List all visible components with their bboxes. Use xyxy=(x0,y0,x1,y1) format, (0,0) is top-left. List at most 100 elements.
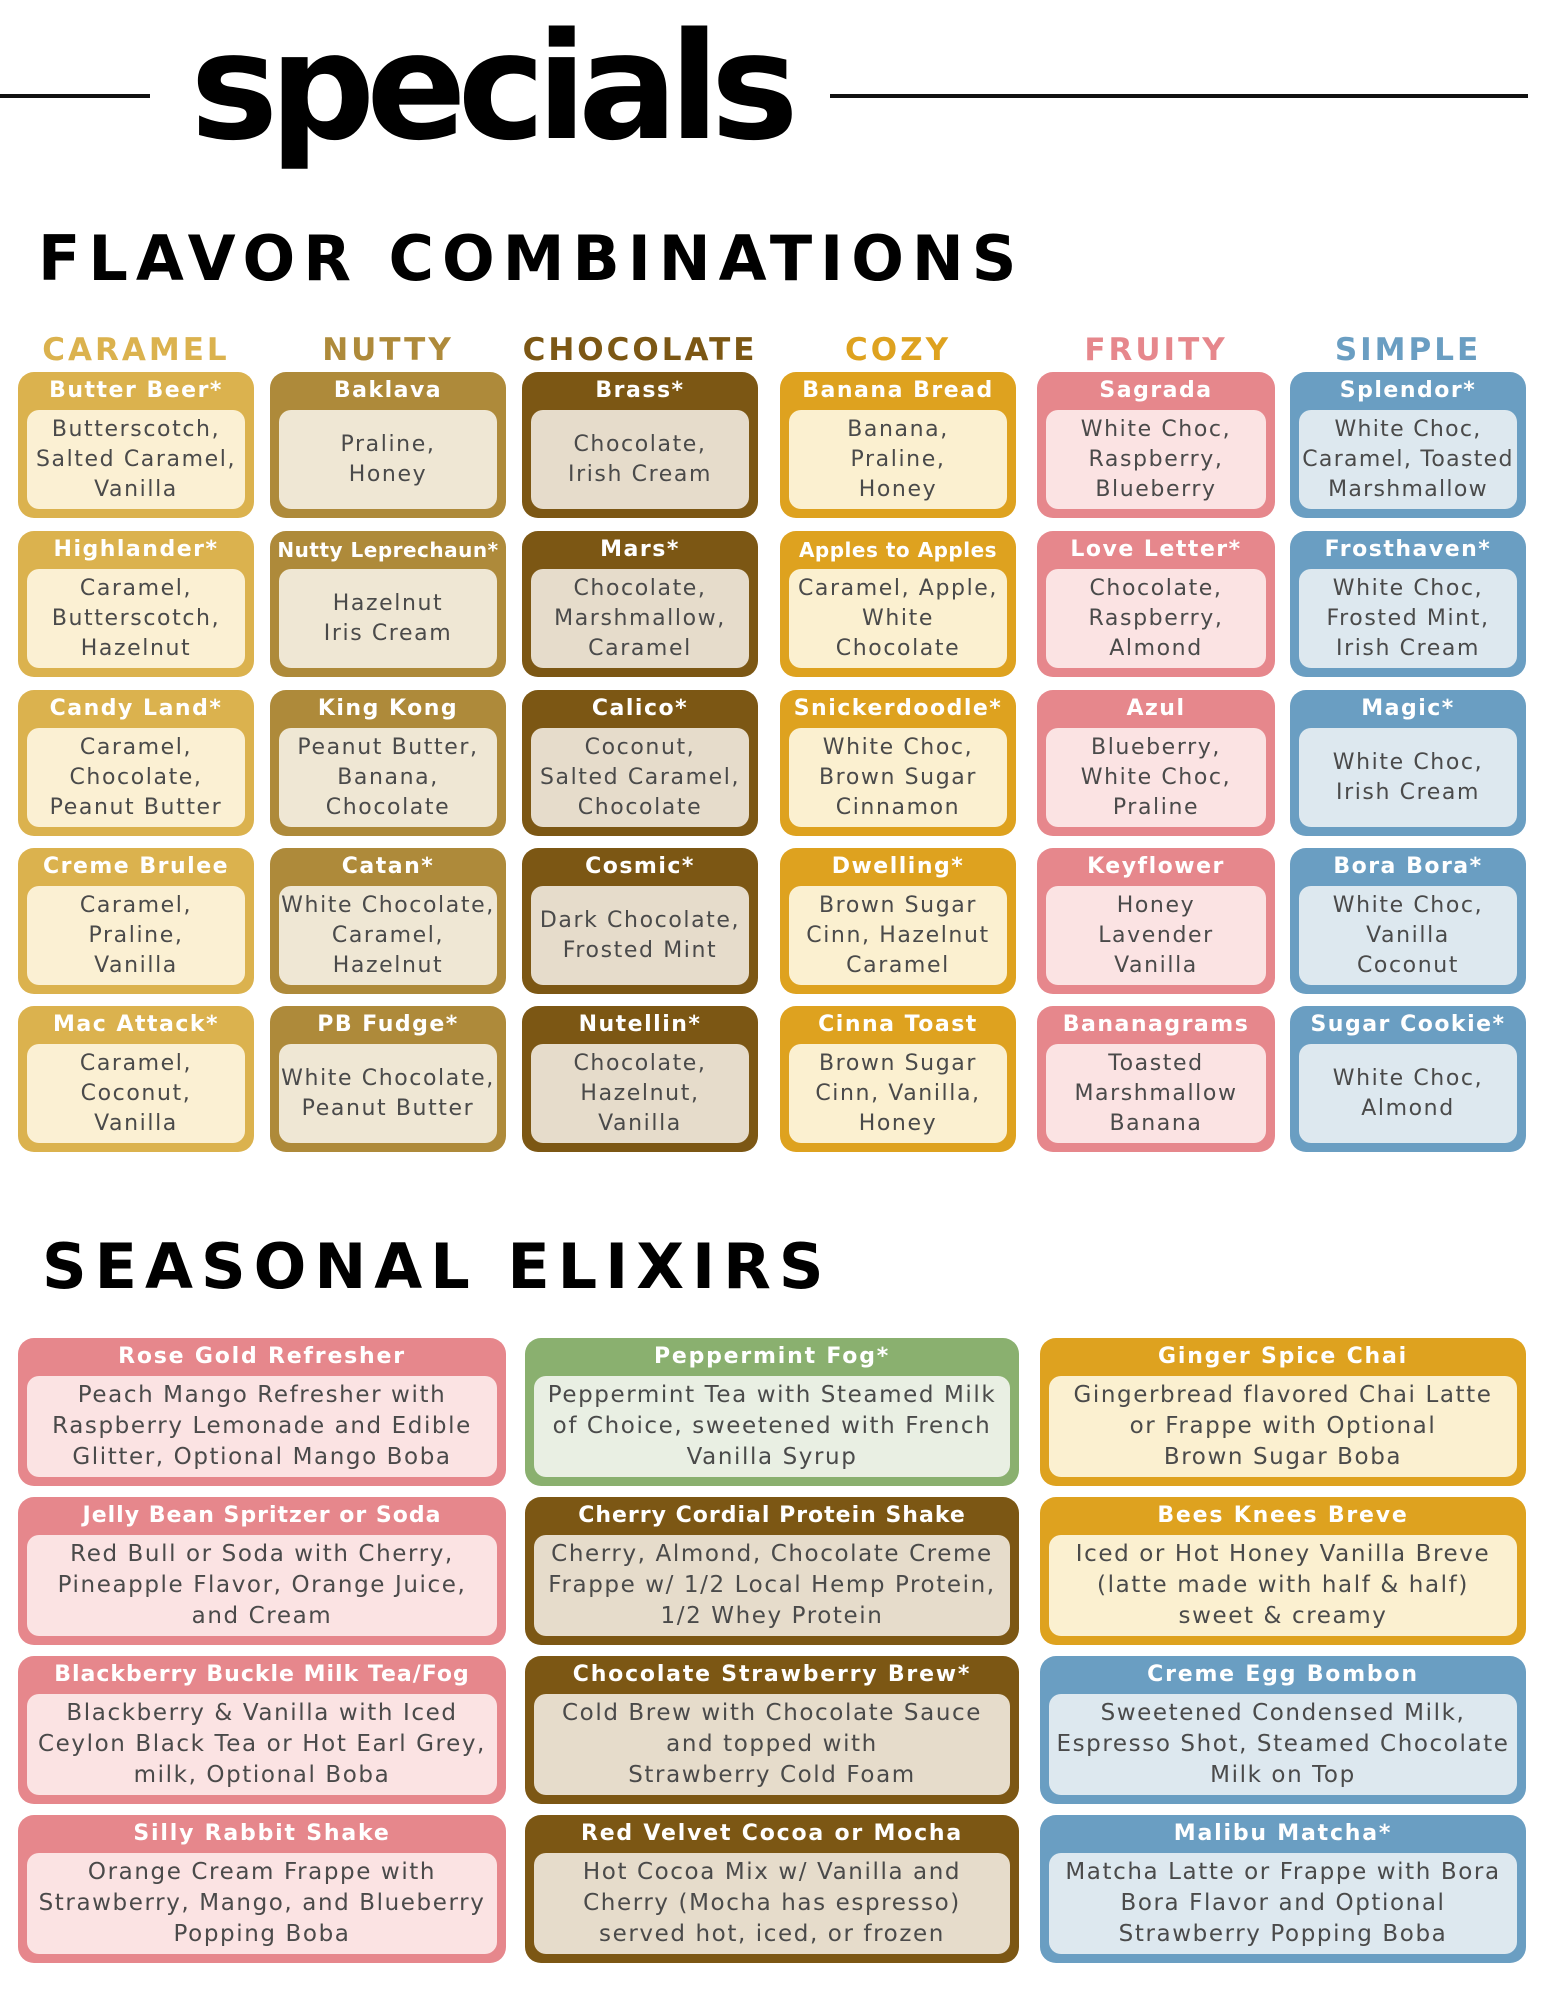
flavor-card-title: Sagrada xyxy=(1099,378,1213,403)
flavor-card-description: Brown Sugar Cinn, Vanilla, Honey xyxy=(815,1050,981,1136)
flavor-card-title: PB Fudge* xyxy=(317,1012,459,1037)
elixir-card-description: Cold Brew with Chocolate Sauce and toppe… xyxy=(562,1700,982,1788)
flavor-card-title: Frosthaven* xyxy=(1324,537,1492,562)
flavor-card-title: Bananagrams xyxy=(1062,1012,1250,1037)
elixir-card-body: Gingerbread flavored Chai Latte or Frapp… xyxy=(1049,1376,1517,1477)
flavor-card-description: White Choc, Brown Sugar Cinnamon xyxy=(818,734,978,820)
flavor-card-body: Honey Lavender Vanilla xyxy=(1046,886,1266,985)
flavor-card-title: Love Letter* xyxy=(1070,537,1242,562)
flavor-card-title: Nutty Leprechaun* xyxy=(277,538,499,562)
elixir-card-title: Cherry Cordial Protein Shake xyxy=(578,1503,966,1528)
flavor-card: Highlander* Caramel, Butterscotch, Hazeln… xyxy=(18,531,254,677)
flavor-card-description: White Choc, Caramel, Toasted Marshmallow xyxy=(1302,416,1514,502)
header-rule-right xyxy=(830,94,1528,98)
elixir-card: Silly Rabbit Shake Orange Cream Frappe wi… xyxy=(18,1815,506,1963)
flavor-card: Cinna Toast Brown Sugar Cinn, Vanilla, Ho… xyxy=(780,1006,1016,1152)
category-header-cozy: COZY xyxy=(844,332,952,368)
flavor-card-description: Chocolate, Hazelnut, Vanilla xyxy=(573,1050,707,1136)
flavor-card-description: Praline, Honey xyxy=(340,431,436,487)
flavor-card-body: Caramel, Chocolate, Peanut Butter xyxy=(27,728,245,827)
elixir-card-title: Bees Knees Breve xyxy=(1157,1503,1409,1528)
flavor-card-title: Magic* xyxy=(1361,696,1455,721)
flavor-card-body: Caramel, Butterscotch, Hazelnut xyxy=(27,569,245,668)
flavor-card: Magic* White Choc, Irish Cream xyxy=(1290,690,1526,836)
flavor-card-body: Brown Sugar Cinn, Hazelnut Caramel xyxy=(789,886,1007,985)
flavor-card: Snickerdoodle* White Choc, Brown Sugar Ci… xyxy=(780,690,1016,836)
flavor-card: Baklava Praline, Honey xyxy=(270,372,506,518)
flavor-card-title: Cosmic* xyxy=(585,854,695,879)
flavor-card-description: Chocolate, Marshmallow, Caramel xyxy=(554,575,726,661)
flavor-card: Frosthaven* White Choc, Frosted Mint, Iri… xyxy=(1290,531,1526,677)
flavor-card-description: Caramel, Chocolate, Peanut Butter xyxy=(49,734,223,820)
flavor-card-body: White Choc, Frosted Mint, Irish Cream xyxy=(1299,569,1517,668)
flavor-card-description: White Choc, Almond xyxy=(1332,1065,1484,1121)
flavor-card-title: Splendor* xyxy=(1339,378,1477,403)
elixir-card: Malibu Matcha* Matcha Latte or Frappe wit… xyxy=(1040,1815,1526,1963)
flavor-card-body: White Chocolate, Peanut Butter xyxy=(279,1044,497,1143)
elixir-card-description: Gingerbread flavored Chai Latte or Frapp… xyxy=(1073,1382,1493,1470)
flavor-card: Calico* Coconut, Salted Caramel, Chocolat… xyxy=(522,690,758,836)
flavor-card-description: Dark Chocolate, Frosted Mint xyxy=(539,907,741,963)
flavor-card-title: Mars* xyxy=(600,537,680,562)
flavor-card-body: Butterscotch, Salted Caramel, Vanilla xyxy=(27,410,245,509)
flavor-card-body: Banana, Praline, Honey xyxy=(789,410,1007,509)
flavor-card: Mars* Chocolate, Marshmallow, Caramel xyxy=(522,531,758,677)
flavor-card-description: Honey Lavender Vanilla xyxy=(1098,892,1214,978)
flavor-card-title: Brass* xyxy=(595,378,685,403)
flavor-card-description: Brown Sugar Cinn, Hazelnut Caramel xyxy=(806,892,990,978)
flavor-card: Mac Attack* Caramel, Coconut, Vanilla xyxy=(18,1006,254,1152)
flavor-card-description: White Chocolate, Caramel, Hazelnut xyxy=(281,892,495,978)
flavor-card-body: Chocolate, Raspberry, Almond xyxy=(1046,569,1266,668)
elixir-card-title: Blackberry Buckle Milk Tea/Fog xyxy=(54,1662,470,1687)
elixir-card-body: Cold Brew with Chocolate Sauce and toppe… xyxy=(534,1694,1010,1795)
flavor-card-title: King Kong xyxy=(317,696,459,721)
flavor-card-body: Blueberry, White Choc, Praline xyxy=(1046,728,1266,827)
flavor-card-title: Baklava xyxy=(333,378,443,403)
elixir-card: Ginger Spice Chai Gingerbread flavored Ch… xyxy=(1040,1338,1526,1486)
flavor-card-description: White Choc, Frosted Mint, Irish Cream xyxy=(1326,575,1490,661)
flavor-card-title: Calico* xyxy=(591,696,689,721)
flavor-card-title: Mac Attack* xyxy=(52,1012,220,1037)
flavor-card-description: Hazelnut Iris Cream xyxy=(323,590,453,646)
flavor-card-description: Caramel, Coconut, Vanilla xyxy=(79,1050,193,1136)
flavor-card-body: White Choc, Almond xyxy=(1299,1044,1517,1143)
elixir-card-title: Jelly Bean Spritzer or Soda xyxy=(82,1503,442,1528)
elixir-card-description: Hot Cocoa Mix w/ Vanilla and Cherry (Moc… xyxy=(582,1859,962,1947)
flavor-card-title: Creme Brulee xyxy=(42,854,230,879)
elixir-card-description: Orange Cream Frappe with Strawberry, Man… xyxy=(38,1859,486,1947)
elixir-card-description: Iced or Hot Honey Vanilla Breve (latte m… xyxy=(1075,1541,1491,1629)
flavor-card-title: Dwelling* xyxy=(831,854,965,879)
flavor-card-description: Butterscotch, Salted Caramel, Vanilla xyxy=(35,416,237,502)
flavor-card-title: Banana Bread xyxy=(802,378,994,403)
elixir-card: Red Velvet Cocoa or Mocha Hot Cocoa Mix w… xyxy=(525,1815,1019,1963)
elixir-card-body: Blackberry & Vanilla with Iced Ceylon Bl… xyxy=(27,1694,497,1795)
elixir-card-description: Peppermint Tea with Steamed Milk of Choi… xyxy=(547,1382,997,1470)
elixir-card: Jelly Bean Spritzer or Soda Red Bull or S… xyxy=(18,1497,506,1645)
elixir-card-title: Chocolate Strawberry Brew* xyxy=(572,1662,972,1687)
flavor-card: Catan* White Chocolate, Caramel, Hazelnut xyxy=(270,848,506,994)
flavor-card-description: White Choc, Vanilla Coconut xyxy=(1332,892,1484,978)
flavor-card-body: White Choc, Irish Cream xyxy=(1299,728,1517,827)
elixir-card-title: Rose Gold Refresher xyxy=(118,1344,406,1369)
flavor-card-title: Bora Bora* xyxy=(1333,854,1483,879)
flavor-card: Cosmic* Dark Chocolate, Frosted Mint xyxy=(522,848,758,994)
flavor-card-title: Cinna Toast xyxy=(818,1012,978,1037)
elixir-card-body: Red Bull or Soda with Cherry, Pineapple … xyxy=(27,1535,497,1636)
elixir-card-body: Matcha Latte or Frappe with Bora Bora Fl… xyxy=(1049,1853,1517,1954)
flavor-card-description: Caramel, Butterscotch, Hazelnut xyxy=(51,575,221,661)
elixir-card: Bees Knees Breve Iced or Hot Honey Vanill… xyxy=(1040,1497,1526,1645)
flavor-card-title: Sugar Cookie* xyxy=(1310,1012,1506,1037)
flavor-card: Splendor* White Choc, Caramel, Toasted Ma… xyxy=(1290,372,1526,518)
elixir-card: Blackberry Buckle Milk Tea/Fog Blackberry… xyxy=(18,1656,506,1804)
flavor-card-body: White Choc, Raspberry, Blueberry xyxy=(1046,410,1266,509)
flavor-card-body: Chocolate, Irish Cream xyxy=(531,410,749,509)
flavor-card-body: White Choc, Caramel, Toasted Marshmallow xyxy=(1299,410,1517,509)
flavor-card-title: Nutellin* xyxy=(578,1012,702,1037)
flavor-card: Creme Brulee Caramel, Praline, Vanilla xyxy=(18,848,254,994)
category-header-caramel: CARAMEL xyxy=(42,332,230,368)
flavor-card: Nutellin* Chocolate, Hazelnut, Vanilla xyxy=(522,1006,758,1152)
elixir-card: Peppermint Fog* Peppermint Tea with Steam… xyxy=(525,1338,1019,1486)
flavor-card-body: Peanut Butter, Banana, Chocolate xyxy=(279,728,497,827)
elixir-card-body: Sweetened Condensed Milk, Espresso Shot,… xyxy=(1049,1694,1517,1795)
flavor-card-body: White Choc, Vanilla Coconut xyxy=(1299,886,1517,985)
